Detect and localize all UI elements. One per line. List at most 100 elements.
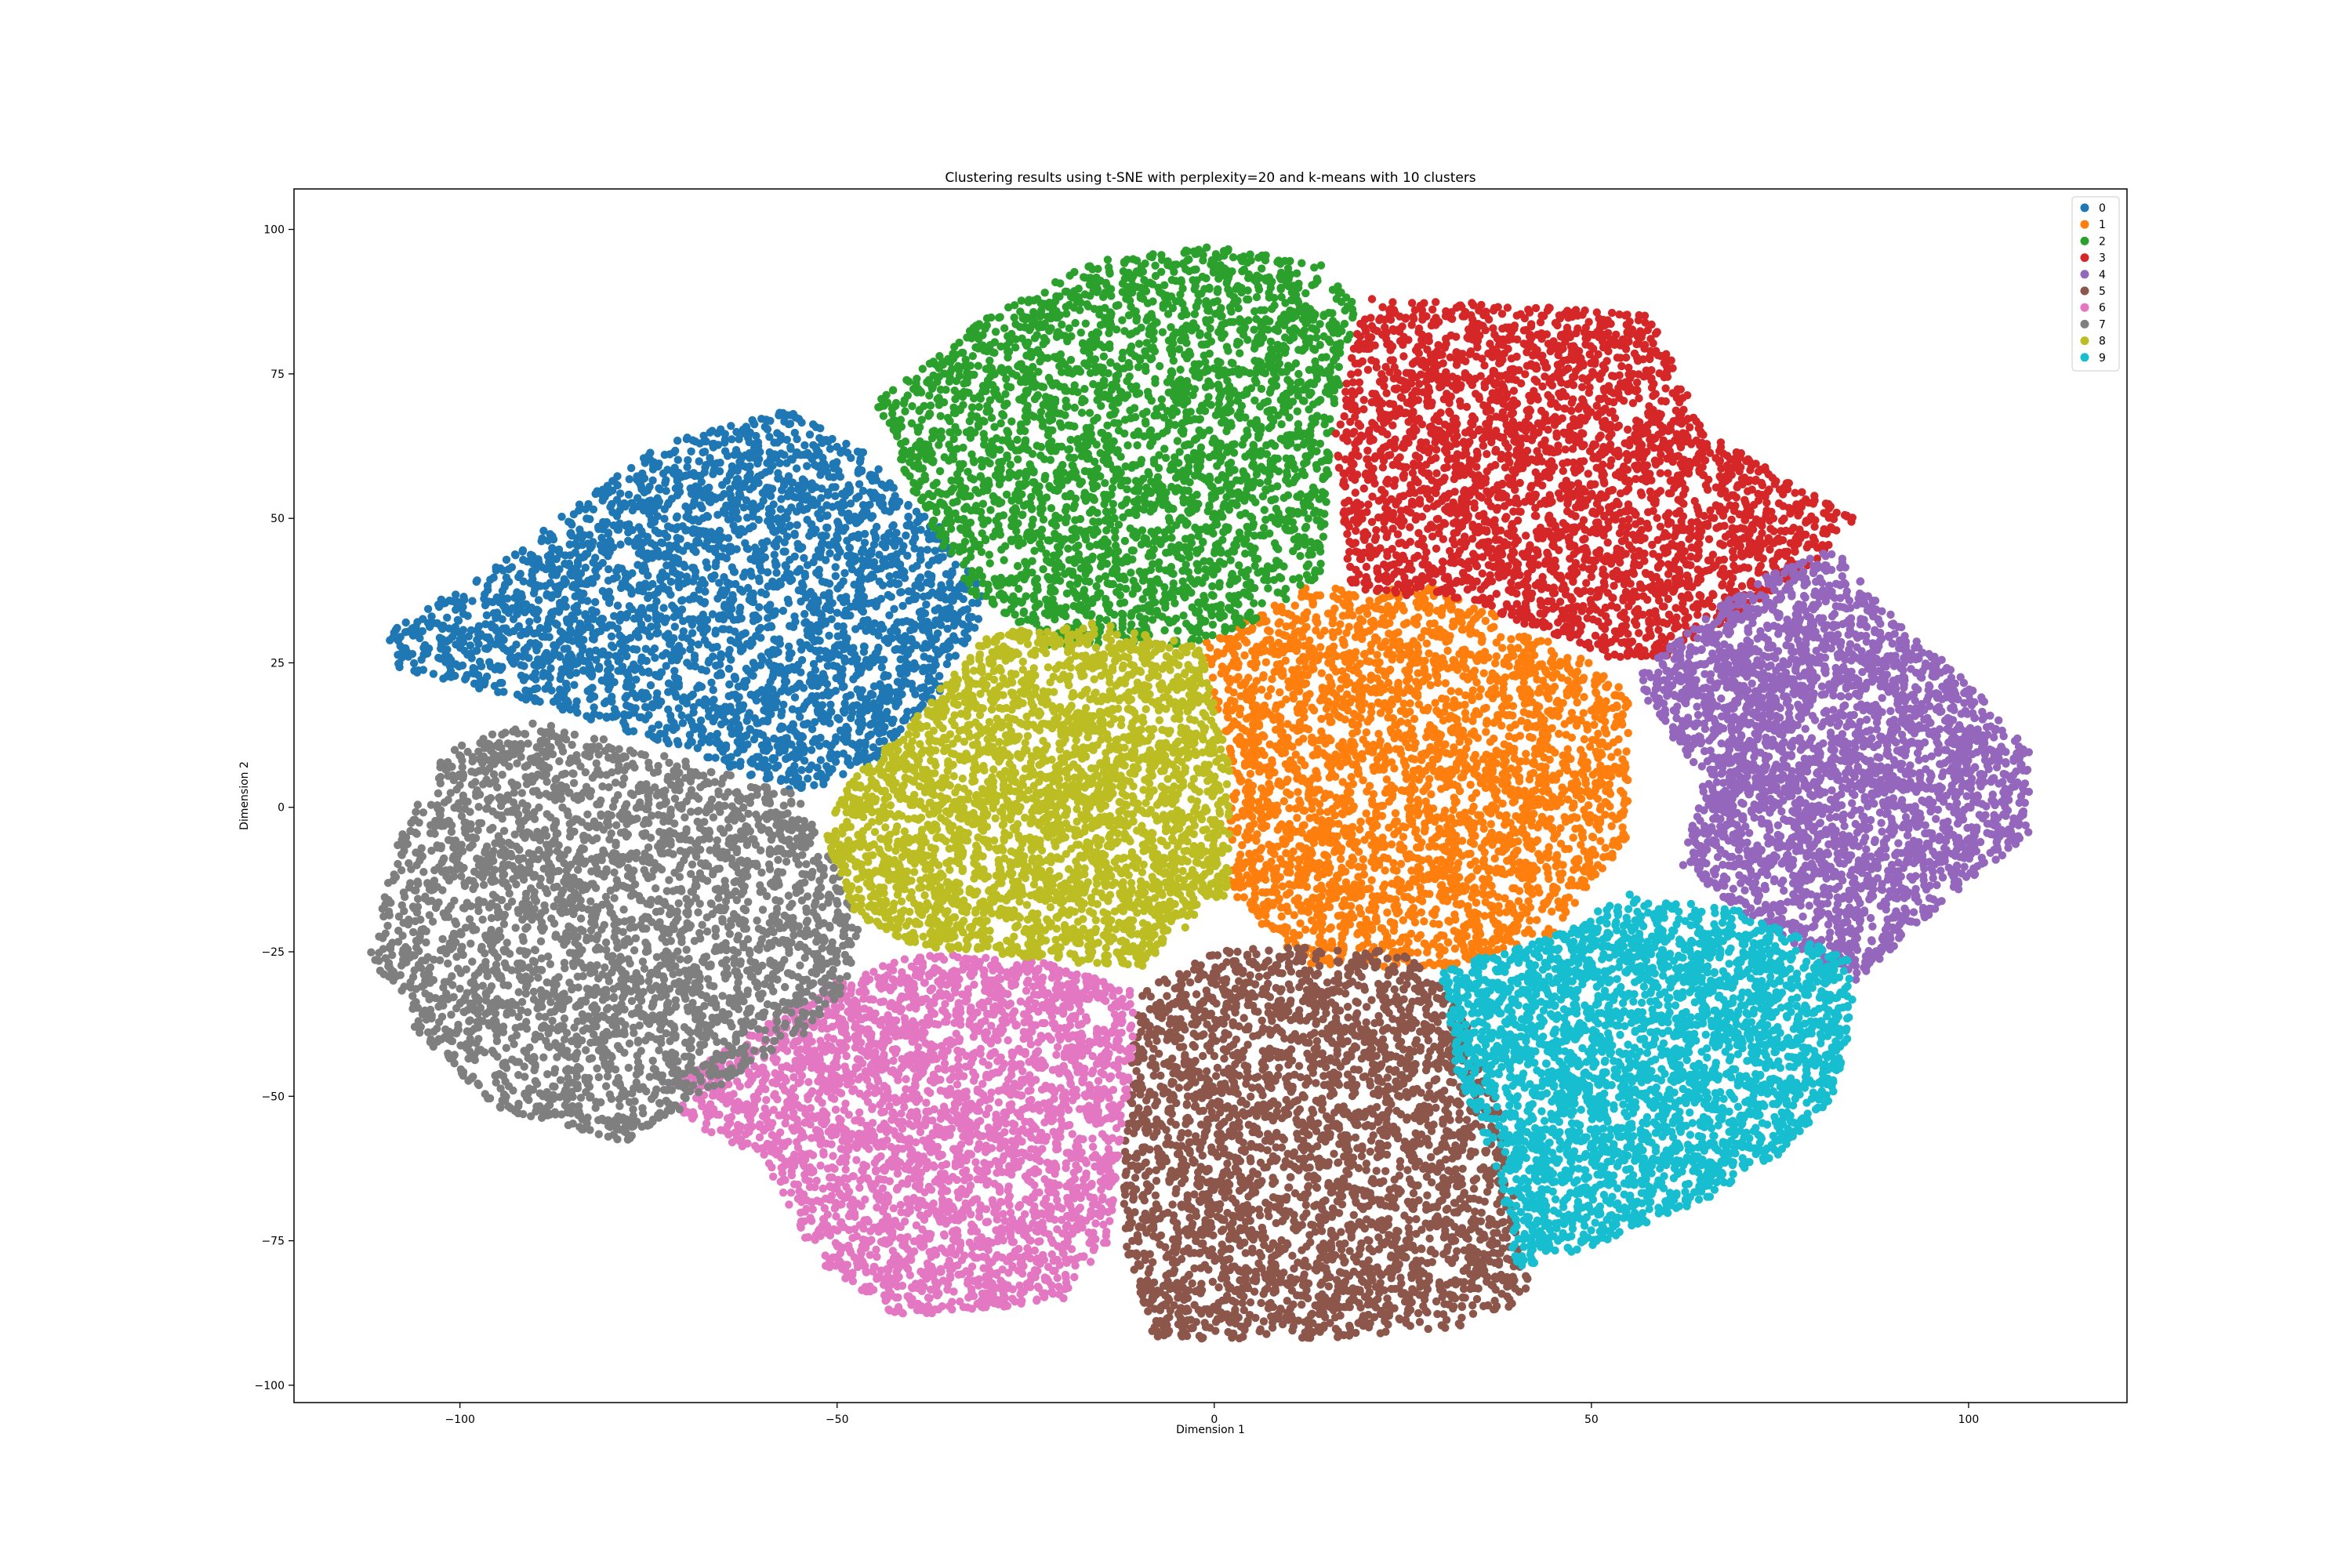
data-point — [544, 564, 553, 572]
data-point — [640, 561, 648, 570]
data-point — [872, 597, 881, 606]
data-point — [605, 595, 614, 604]
data-point — [742, 664, 751, 673]
data-point — [502, 555, 511, 564]
data-point — [1338, 911, 1346, 920]
data-point — [741, 629, 750, 637]
data-point — [458, 633, 466, 641]
data-point — [1522, 750, 1530, 758]
data-point — [840, 612, 850, 620]
data-point — [746, 771, 755, 779]
data-point — [856, 566, 865, 575]
data-point — [731, 709, 740, 718]
data-point — [660, 505, 669, 514]
data-point — [614, 666, 622, 675]
data-point — [704, 712, 713, 720]
data-point — [818, 577, 827, 586]
data-point — [585, 660, 593, 670]
data-point — [1291, 804, 1301, 813]
data-point — [826, 754, 835, 763]
data-point — [709, 652, 717, 661]
data-point — [1596, 715, 1606, 724]
data-point — [764, 510, 774, 518]
data-point — [845, 543, 854, 552]
data-point — [1420, 939, 1429, 948]
data-point — [502, 624, 510, 633]
data-point — [794, 586, 803, 595]
data-point — [588, 606, 597, 615]
data-point — [849, 532, 858, 541]
data-point — [602, 712, 611, 721]
data-point — [793, 682, 801, 691]
data-point — [714, 552, 723, 561]
data-point — [760, 553, 770, 562]
data-point — [772, 568, 781, 577]
data-point — [1256, 648, 1265, 657]
data-point — [776, 580, 786, 589]
data-point — [1424, 855, 1433, 864]
data-point — [1602, 729, 1611, 738]
data-point — [552, 641, 561, 651]
data-point — [469, 663, 477, 673]
data-point — [798, 705, 808, 713]
data-point — [965, 612, 974, 621]
data-point — [514, 572, 523, 582]
data-point — [604, 564, 613, 574]
data-point — [1412, 826, 1421, 834]
data-point — [831, 483, 840, 492]
data-point — [1579, 709, 1588, 717]
data-point — [690, 655, 699, 664]
data-point — [445, 596, 454, 605]
data-point — [443, 613, 452, 622]
data-point — [636, 472, 644, 481]
data-point — [731, 479, 740, 488]
data-point — [511, 551, 520, 560]
data-point — [650, 590, 659, 600]
data-point — [650, 541, 659, 550]
data-point — [880, 723, 889, 731]
data-point — [855, 739, 865, 747]
data-point — [576, 569, 586, 578]
data-point — [894, 698, 903, 707]
data-point — [842, 692, 851, 702]
data-point — [645, 604, 655, 612]
data-point — [532, 684, 542, 693]
data-point — [703, 537, 712, 546]
data-point — [784, 688, 793, 696]
data-point — [1368, 892, 1377, 901]
data-point — [1469, 840, 1479, 848]
data-point — [569, 568, 578, 577]
data-point — [625, 475, 633, 484]
data-point — [570, 681, 579, 689]
data-point — [1277, 912, 1286, 921]
data-point — [777, 449, 786, 458]
data-point — [571, 705, 579, 713]
data-point — [1488, 694, 1497, 702]
data-point — [775, 411, 783, 419]
data-point — [686, 692, 695, 701]
data-point — [716, 660, 724, 669]
data-point — [1523, 633, 1533, 642]
data-point — [901, 716, 909, 724]
data-point — [612, 652, 620, 660]
data-point — [869, 572, 878, 581]
data-point — [1363, 717, 1372, 726]
data-point — [800, 441, 809, 450]
data-point — [683, 634, 692, 643]
data-point — [776, 776, 786, 786]
data-point — [706, 528, 716, 536]
data-point — [675, 488, 684, 496]
data-point — [1475, 930, 1485, 938]
data-point — [671, 689, 680, 699]
data-point — [678, 546, 688, 555]
data-point — [777, 711, 786, 720]
data-point — [534, 596, 543, 604]
data-point — [927, 676, 936, 684]
data-point — [877, 564, 886, 573]
data-point — [724, 757, 732, 767]
data-point — [565, 540, 574, 549]
data-point — [833, 553, 842, 561]
data-point — [630, 660, 638, 669]
data-point — [1486, 820, 1496, 829]
data-point — [1208, 655, 1218, 663]
